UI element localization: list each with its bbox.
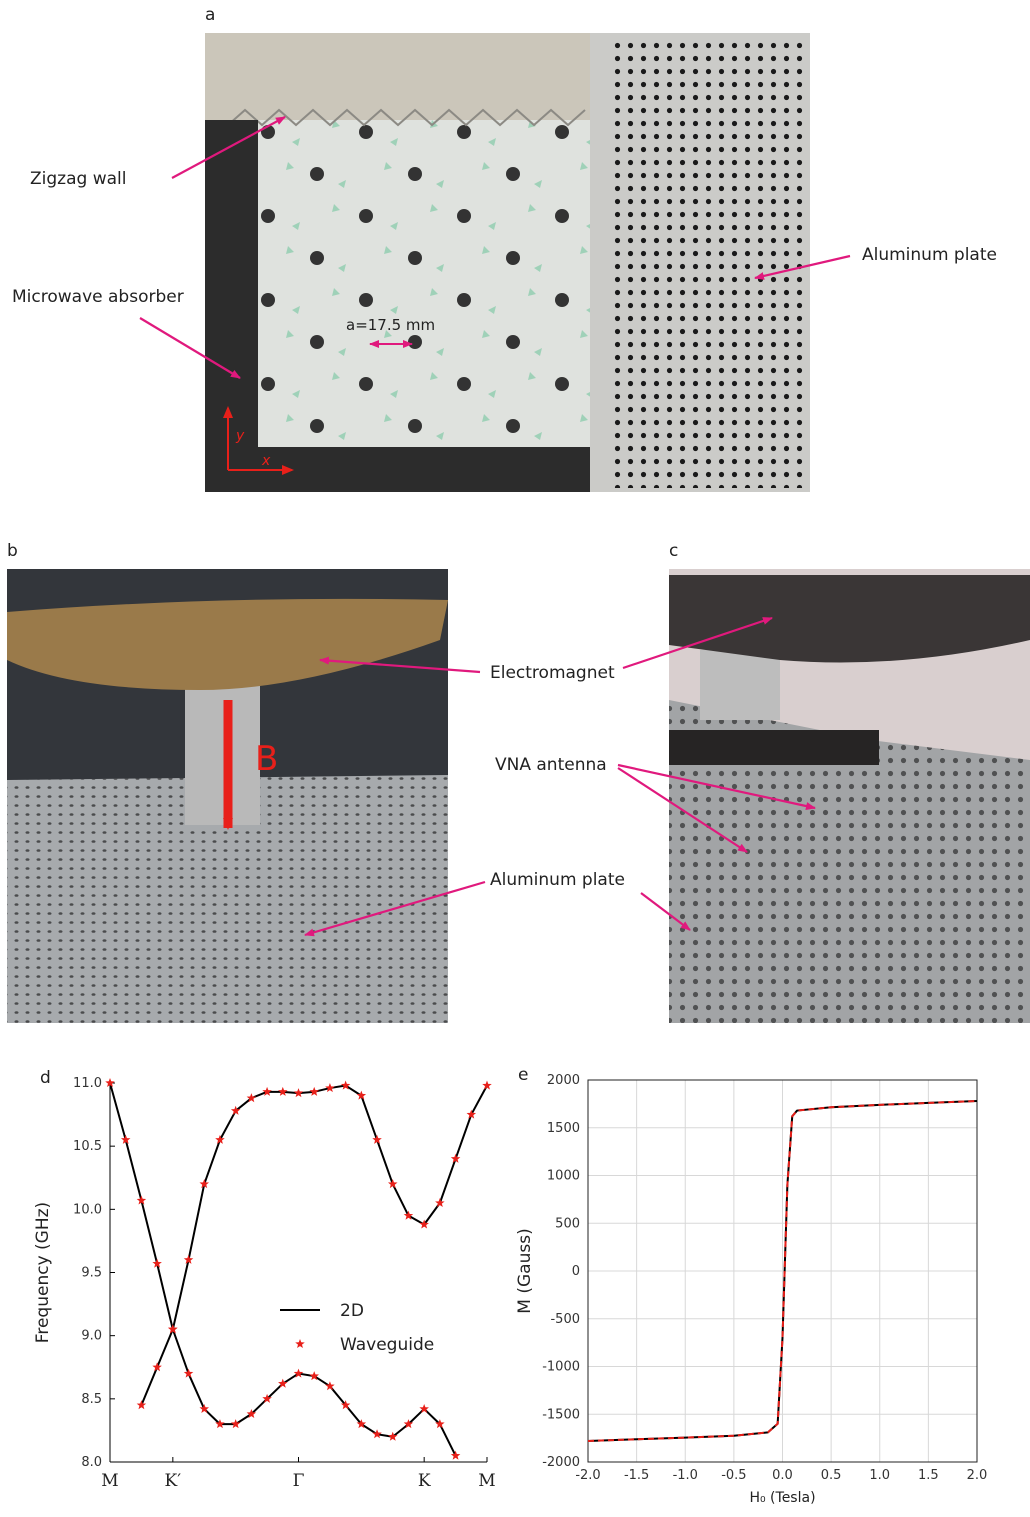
x-tick-label: K: [418, 1471, 431, 1491]
x-tick-label: 1.0: [869, 1468, 890, 1483]
panel-label: e: [518, 1065, 528, 1085]
x-tick-label: -1.0: [673, 1468, 698, 1483]
y-axis-label: M (Gauss): [515, 1228, 535, 1313]
y-tick-label: 8.5: [81, 1392, 102, 1407]
x-tick-label: 1.5: [918, 1468, 939, 1483]
panel-b: b B: [7, 541, 448, 1023]
annotation: Electromagnet: [490, 663, 615, 683]
zigzag-wall-photo: [205, 33, 590, 125]
x-tick-label: 2.0: [967, 1468, 988, 1483]
data-point: [262, 1087, 272, 1096]
legend-marker: [295, 1339, 305, 1348]
y-tick-label: 500: [555, 1216, 580, 1231]
data-point: [152, 1362, 162, 1371]
data-line: [110, 1083, 456, 1456]
y-tick-label: 1000: [547, 1169, 580, 1184]
axis-label: y: [235, 428, 245, 444]
data-point: [309, 1087, 319, 1096]
magnet-core: [700, 650, 780, 720]
data-point: [325, 1083, 335, 1092]
annotation: Microwave absorber: [12, 287, 184, 307]
legend-label: 2D: [340, 1301, 364, 1321]
data-point: [231, 1419, 241, 1428]
absorber: [258, 447, 590, 492]
panel-label: a: [205, 5, 215, 25]
axis-label: x: [261, 453, 271, 469]
panel-label: c: [669, 541, 678, 561]
annotation: Aluminum plate: [862, 245, 997, 265]
y-tick-label: 11.0: [73, 1076, 102, 1091]
data-point: [294, 1088, 304, 1097]
data-point: [372, 1429, 382, 1438]
data-point: [278, 1087, 288, 1096]
x-tick-label: 0.5: [821, 1468, 842, 1483]
field-label: B: [255, 739, 278, 779]
x-tick-label: 0.0: [772, 1468, 793, 1483]
y-tick-label: -1500: [542, 1407, 580, 1422]
x-tick-label: -1.5: [624, 1468, 649, 1483]
panel-label: b: [7, 541, 18, 561]
y-axis-label: Frequency (GHz): [33, 1202, 53, 1343]
y-tick-label: -500: [550, 1312, 580, 1327]
panel-c: c: [669, 541, 1030, 1023]
x-tick-label: Γ: [293, 1471, 305, 1491]
y-tick-label: -1000: [542, 1360, 580, 1375]
y-tick-label: 1500: [547, 1121, 580, 1136]
x-tick-label: -0.5: [721, 1468, 746, 1483]
x-tick-label: M: [478, 1471, 495, 1491]
plate-holes: [612, 40, 804, 488]
panel-a: a y x Zigzag wall Microwave absorber Alu…: [12, 5, 997, 492]
y-tick-label: 10.5: [73, 1139, 102, 1154]
x-tick-label: -2.0: [575, 1468, 600, 1483]
absorber: [205, 120, 258, 492]
legend-label: Waveguide: [340, 1335, 434, 1355]
support-block: [669, 730, 879, 765]
annotation: Aluminum plate: [490, 870, 625, 890]
y-tick-label: 10.0: [73, 1202, 102, 1217]
data-point: [451, 1451, 461, 1460]
y-tick-label: 2000: [547, 1073, 580, 1088]
x-axis-label: H₀ (Tesla): [749, 1490, 815, 1506]
data-line: [141, 1086, 487, 1406]
electromagnet-photo: [669, 575, 1030, 663]
y-tick-label: 9.5: [81, 1266, 102, 1281]
panel-label: d: [40, 1068, 51, 1088]
x-tick-label: K′: [165, 1471, 182, 1491]
annotation: Zigzag wall: [30, 169, 126, 189]
data-point: [482, 1081, 492, 1090]
annotation: VNA antenna: [495, 755, 607, 775]
annotation: a=17.5 mm: [346, 316, 435, 334]
figure: a y x Zigzag wall Microwave absorber Alu…: [0, 0, 1030, 1513]
rods: [258, 120, 590, 447]
y-tick-label: 9.0: [81, 1329, 102, 1344]
magnet-core: [185, 680, 260, 825]
data-point: [184, 1369, 194, 1378]
data-point: [137, 1400, 147, 1409]
data-point: [388, 1179, 398, 1188]
data-point: [435, 1198, 445, 1207]
y-tick-label: 8.0: [81, 1455, 102, 1470]
y-tick-label: 0: [572, 1264, 580, 1279]
x-tick-label: M: [101, 1471, 118, 1491]
